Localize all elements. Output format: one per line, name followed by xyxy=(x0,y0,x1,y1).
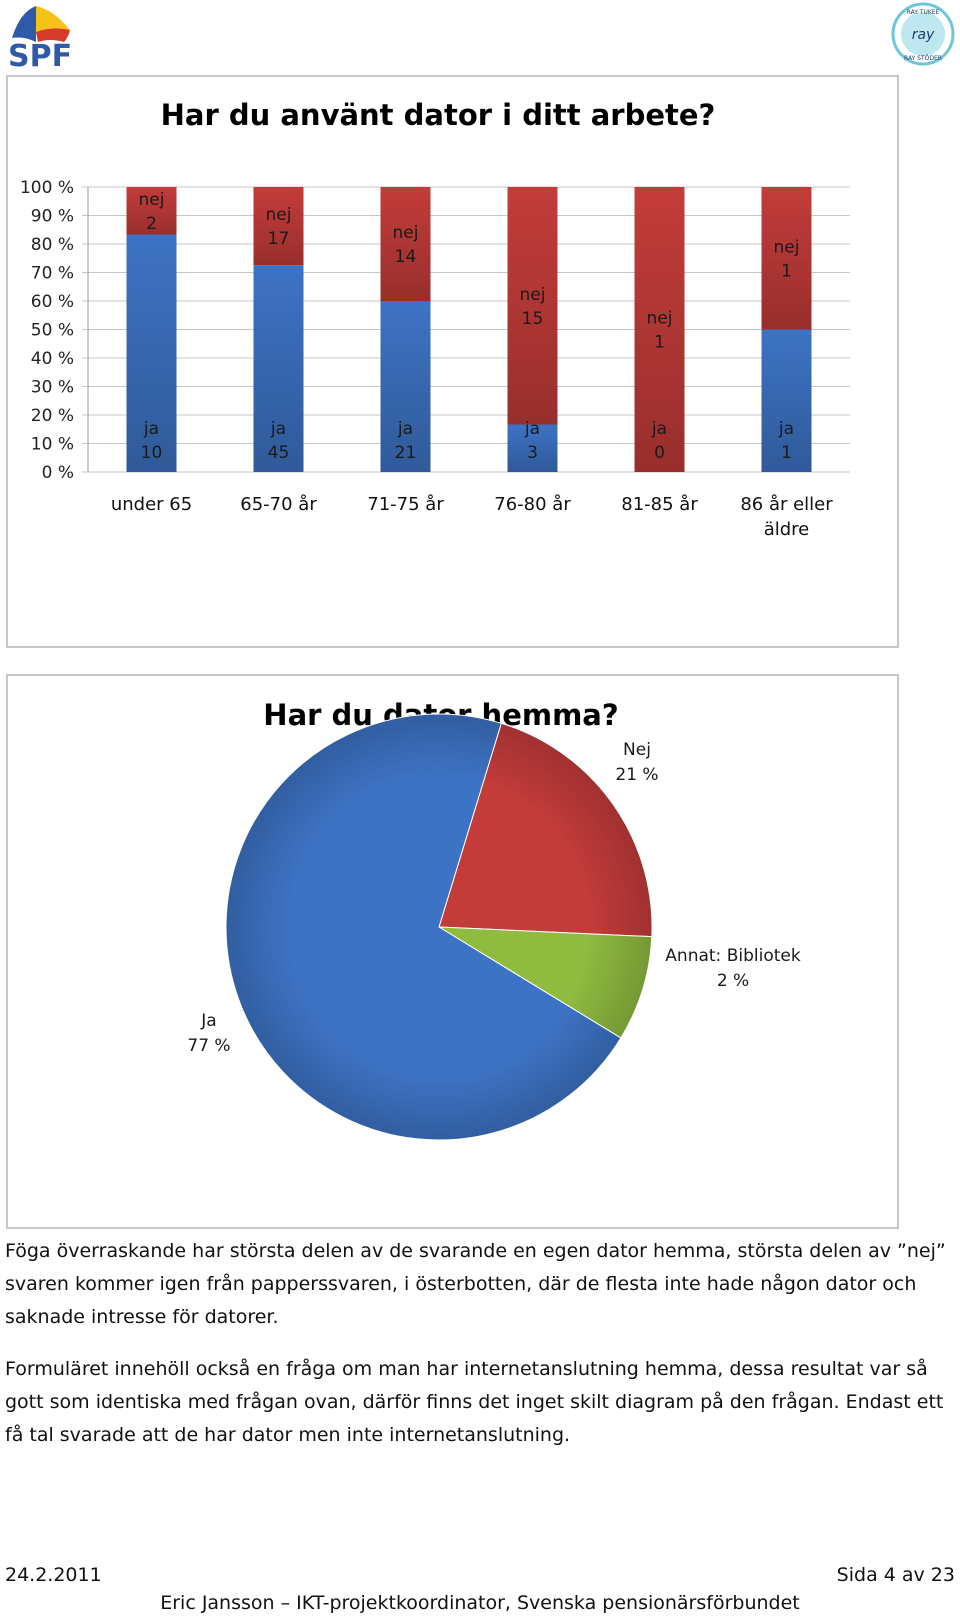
y-tick-label: 100 % xyxy=(20,178,74,198)
bar-nej xyxy=(380,187,431,301)
bar-chart-frame: Har du använt dator i ditt arbete? 100 %… xyxy=(6,75,899,648)
footer-page-number: Sida 4 av 23 xyxy=(836,1564,955,1586)
bar-nej xyxy=(634,187,685,472)
data-label-ja: 21 xyxy=(395,443,417,463)
pie-label: Nej xyxy=(623,740,651,760)
pie-percent-label: 21 % xyxy=(615,765,658,785)
y-tick-label: 60 % xyxy=(31,292,74,312)
pie-label: Ja xyxy=(200,1011,216,1031)
bar-ja xyxy=(253,265,304,472)
x-category-label: äldre xyxy=(764,519,810,540)
data-label-nej: nej xyxy=(647,309,673,329)
y-tick-label: 10 % xyxy=(31,435,74,455)
x-category-label: 76-80 år xyxy=(494,494,571,515)
y-tick-label: 70 % xyxy=(31,264,74,284)
data-label-nej: nej xyxy=(266,205,292,225)
data-label-ja: 3 xyxy=(527,443,538,463)
data-label-nej: nej xyxy=(520,285,546,305)
paragraph-2: Formuläret innehöll också en fråga om ma… xyxy=(5,1358,944,1446)
data-label-ja: 45 xyxy=(268,443,290,463)
x-category-label: under 65 xyxy=(111,494,192,515)
pie-percent-label: 2 % xyxy=(717,971,749,991)
data-label-ja: ja xyxy=(524,419,540,439)
pie-slice-annat-bibliotek xyxy=(438,926,653,1039)
y-tick-label: 80 % xyxy=(31,235,74,255)
x-category-label: 86 år eller xyxy=(740,494,833,515)
y-tick-label: 50 % xyxy=(31,321,74,341)
data-label-ja: ja xyxy=(270,419,286,439)
bar-nej xyxy=(126,187,177,235)
svg-text:RAY STÖDER: RAY STÖDER xyxy=(904,55,942,62)
pie-slice-nej xyxy=(438,722,653,938)
bar-ja xyxy=(507,424,558,472)
data-label-ja: ja xyxy=(143,419,159,439)
footer-date: 24.2.2011 xyxy=(5,1564,102,1586)
svg-text:RAY TUKEE: RAY TUKEE xyxy=(907,9,940,16)
ray-seal-logo: ray RAY TUKEE RAY STÖDER xyxy=(891,2,955,66)
spf-logo-text: SPF xyxy=(8,39,72,70)
pie-slice-ja xyxy=(225,713,622,1141)
pie-percent-label: 77 % xyxy=(187,1036,230,1056)
x-category-label: 65-70 år xyxy=(240,494,317,515)
bar-chart-title: Har du använt dator i ditt arbete? xyxy=(161,98,716,132)
x-category-label: 71-75 år xyxy=(367,494,444,515)
y-tick-label: 30 % xyxy=(31,378,74,398)
data-label-nej: nej xyxy=(393,223,419,243)
data-label-ja: 1 xyxy=(781,443,792,463)
bar-ja xyxy=(126,234,177,472)
data-label-nej: 2 xyxy=(146,214,157,234)
x-category-label: 81-85 år xyxy=(621,494,698,515)
data-label-ja: 10 xyxy=(141,443,163,463)
data-label-nej: 1 xyxy=(654,333,665,353)
bar-nej xyxy=(761,187,812,330)
data-label-ja: 0 xyxy=(654,443,665,463)
data-label-nej: 17 xyxy=(268,229,290,249)
y-tick-label: 90 % xyxy=(31,207,74,227)
bar-chart: Har du använt dator i ditt arbete? 100 %… xyxy=(20,98,850,540)
svg-text:ray: ray xyxy=(912,27,935,43)
data-label-ja: ja xyxy=(778,419,794,439)
data-label-nej: 1 xyxy=(781,261,792,281)
bar-ja xyxy=(380,301,431,472)
bar-nej xyxy=(253,187,304,266)
bar-ja xyxy=(761,329,812,472)
data-label-ja: ja xyxy=(651,419,667,439)
paragraph-1: Föga överraskande har största delen av d… xyxy=(5,1240,946,1328)
data-label-nej: 14 xyxy=(395,247,417,267)
data-label-nej: nej xyxy=(774,237,800,257)
footer-author: Eric Jansson – IKT-projektkoordinator, S… xyxy=(160,1592,800,1614)
data-label-nej: 15 xyxy=(522,309,544,329)
data-label-nej: nej xyxy=(139,190,165,210)
pie-label: Annat: Bibliotek xyxy=(665,946,801,966)
y-tick-label: 20 % xyxy=(31,406,74,426)
y-tick-label: 40 % xyxy=(31,349,74,369)
data-label-ja: ja xyxy=(397,419,413,439)
y-tick-label: 0 % xyxy=(42,463,74,483)
bar-nej xyxy=(507,187,558,425)
spf-logo: SPF xyxy=(8,6,72,70)
